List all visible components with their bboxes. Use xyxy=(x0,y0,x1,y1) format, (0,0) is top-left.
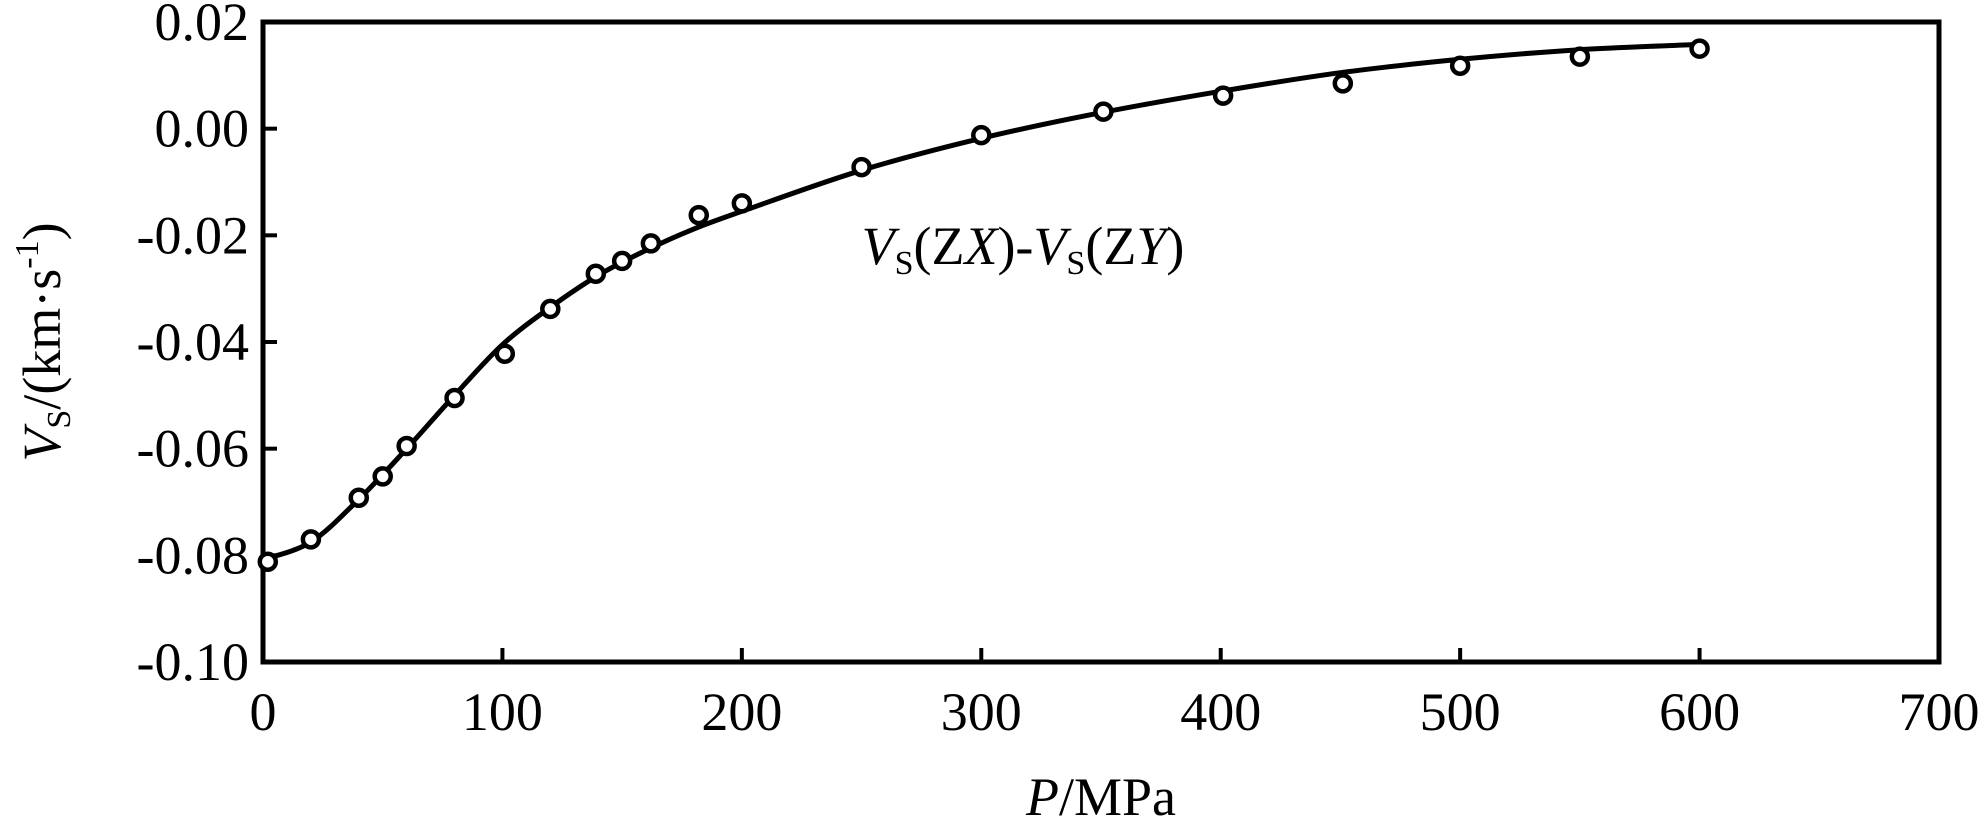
data-point xyxy=(1093,101,1114,122)
data-point xyxy=(1449,55,1471,76)
data-point xyxy=(851,156,872,178)
x-tick-label: 200 xyxy=(701,682,782,742)
data-point xyxy=(372,466,393,487)
data-point xyxy=(300,529,322,550)
y-tick-label: 0.00 xyxy=(155,99,250,159)
x-tick-label: 500 xyxy=(1420,682,1501,742)
x-tick-label: 600 xyxy=(1659,682,1740,742)
series-annotation: VS(ZX)-VS(ZY) xyxy=(862,216,1185,282)
y-axis-ticks: 0.02 0.00 -0.02 -0.04 -0.06 -0.08 -0.10 xyxy=(137,0,277,692)
x-tick-label: 0 xyxy=(250,682,277,742)
data-point xyxy=(688,204,710,226)
data-point xyxy=(396,435,417,457)
data-markers xyxy=(257,38,1710,572)
data-point xyxy=(1212,85,1234,106)
data-point xyxy=(1689,38,1710,59)
y-tick-label: -0.04 xyxy=(137,312,249,372)
x-tick-label: 400 xyxy=(1180,682,1261,742)
x-axis-label: P/MPa xyxy=(1025,767,1176,827)
data-point xyxy=(1332,73,1354,94)
x-tick-label: 100 xyxy=(462,682,543,742)
x-tick-label: 300 xyxy=(941,682,1022,742)
data-point xyxy=(494,343,516,364)
data-point xyxy=(611,250,633,272)
y-tick-label: -0.10 xyxy=(137,632,249,692)
fit-curve xyxy=(262,41,1700,562)
y-tick-label: -0.06 xyxy=(137,419,249,479)
x-axis-ticks: 0 100 200 300 400 500 600 700 xyxy=(250,648,1980,742)
data-point xyxy=(731,193,753,214)
data-point xyxy=(971,124,992,146)
y-axis-label: VS/(km·s-1) xyxy=(9,222,78,461)
data-point xyxy=(257,551,279,572)
data-point xyxy=(1569,46,1591,67)
y-tick-label: -0.02 xyxy=(137,205,249,265)
data-point xyxy=(540,298,561,320)
y-tick-label: -0.08 xyxy=(137,525,249,585)
data-point xyxy=(640,233,662,254)
data-point xyxy=(348,487,370,508)
data-point xyxy=(444,387,465,409)
data-point xyxy=(585,263,607,284)
x-tick-label: 700 xyxy=(1899,682,1980,742)
y-tick-label: 0.02 xyxy=(155,0,250,52)
